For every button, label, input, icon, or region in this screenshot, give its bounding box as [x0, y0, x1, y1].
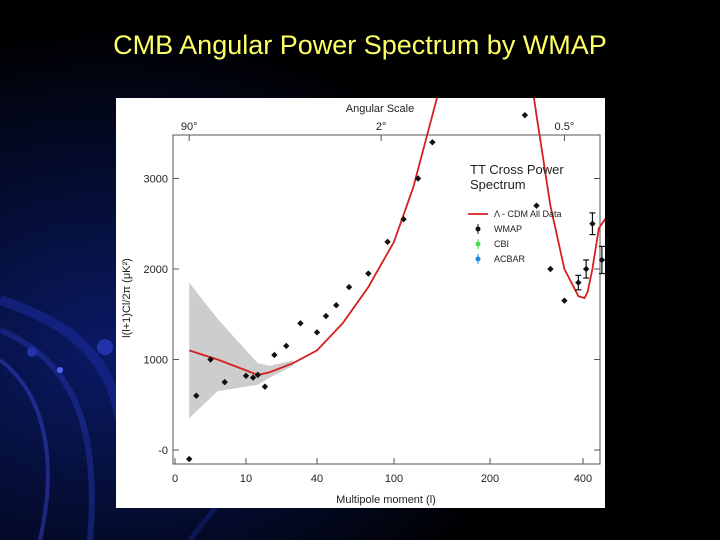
wmap-point: [575, 279, 582, 286]
y-tick-label: 2000: [144, 264, 168, 276]
legend-point-swatch: [475, 241, 481, 247]
top-tick-label: 90°: [181, 121, 198, 133]
wmap-point: [365, 270, 372, 277]
plot-frame: [172, 134, 601, 465]
y-tick-label: 1000: [144, 355, 168, 367]
wmap-point: [345, 283, 353, 291]
y-axis-label: l(l+1)Cl/2π (μK²): [121, 258, 133, 338]
wmap-point: [400, 216, 407, 223]
power-spectrum-chart: Angular Scale 90°2°0.5°0.2° 010401002004…: [121, 98, 605, 506]
chart-title-line-2: Spectrum: [470, 177, 526, 192]
wmap-point: [333, 302, 340, 309]
wmap-point: [582, 265, 590, 273]
legend-point-swatch: [475, 226, 481, 232]
wmap-point: [533, 202, 540, 209]
cosmic-variance-band: [189, 282, 294, 419]
y-tick-label: 3000: [144, 174, 168, 186]
legend-entry-label: Λ - CDM All Data: [494, 209, 562, 219]
top-axis-label: Angular Scale: [346, 103, 415, 115]
x-tick-label: 10: [240, 473, 252, 485]
wmap-point: [242, 372, 250, 379]
wmap-point: [322, 312, 330, 320]
wmap-point: [598, 256, 605, 264]
y-tick-label: -0: [158, 445, 168, 457]
wmap-point: [193, 392, 200, 399]
wmap-point: [521, 111, 529, 119]
wmap-point: [283, 342, 290, 350]
lcdm-model-curve: [188, 98, 605, 376]
wmap-point: [547, 265, 554, 273]
wmap-point: [261, 383, 269, 390]
wmap-point: [221, 378, 228, 386]
legend-entry-label: ACBAR: [494, 254, 526, 264]
wmap-point: [249, 374, 257, 381]
slide-title: CMB Angular Power Spectrum by WMAP: [113, 30, 607, 60]
x-tick-label: 0: [172, 473, 178, 485]
legend-entry-label: WMAP: [494, 224, 522, 234]
top-tick-label: 2°: [376, 121, 387, 133]
wmap-point: [384, 238, 391, 246]
wmap-point: [297, 320, 304, 327]
top-tick-label: 0.5°: [555, 121, 575, 133]
legend: Λ - CDM All Data WMAP CBI ACBAR: [468, 209, 562, 264]
chart-figure: Angular Scale 90°2°0.5°0.2° 010401002004…: [116, 98, 605, 508]
wmap-point: [429, 139, 436, 146]
x-axis-ticks: 010401002004008001400: [172, 458, 592, 485]
x-axis-label: Multipole moment (l): [336, 494, 436, 506]
x-tick-label: 200: [481, 473, 499, 485]
x-tick-label: 40: [311, 473, 323, 485]
chart-title: TT Cross Power: [470, 162, 564, 177]
legend-entry-label: CBI: [494, 239, 509, 249]
x-tick-label: 100: [385, 473, 403, 485]
top-axis-ticks: 90°2°0.5°0.2°: [181, 121, 575, 141]
wmap-point: [186, 455, 193, 463]
wmap-point: [561, 297, 568, 304]
y-axis-ticks: -0100020003000400050006000: [144, 174, 600, 457]
legend-point-swatch: [475, 256, 481, 262]
wmap-point: [254, 371, 262, 379]
wmap-point: [313, 329, 321, 336]
x-tick-label: 400: [574, 473, 592, 485]
wmap-point: [271, 351, 278, 359]
